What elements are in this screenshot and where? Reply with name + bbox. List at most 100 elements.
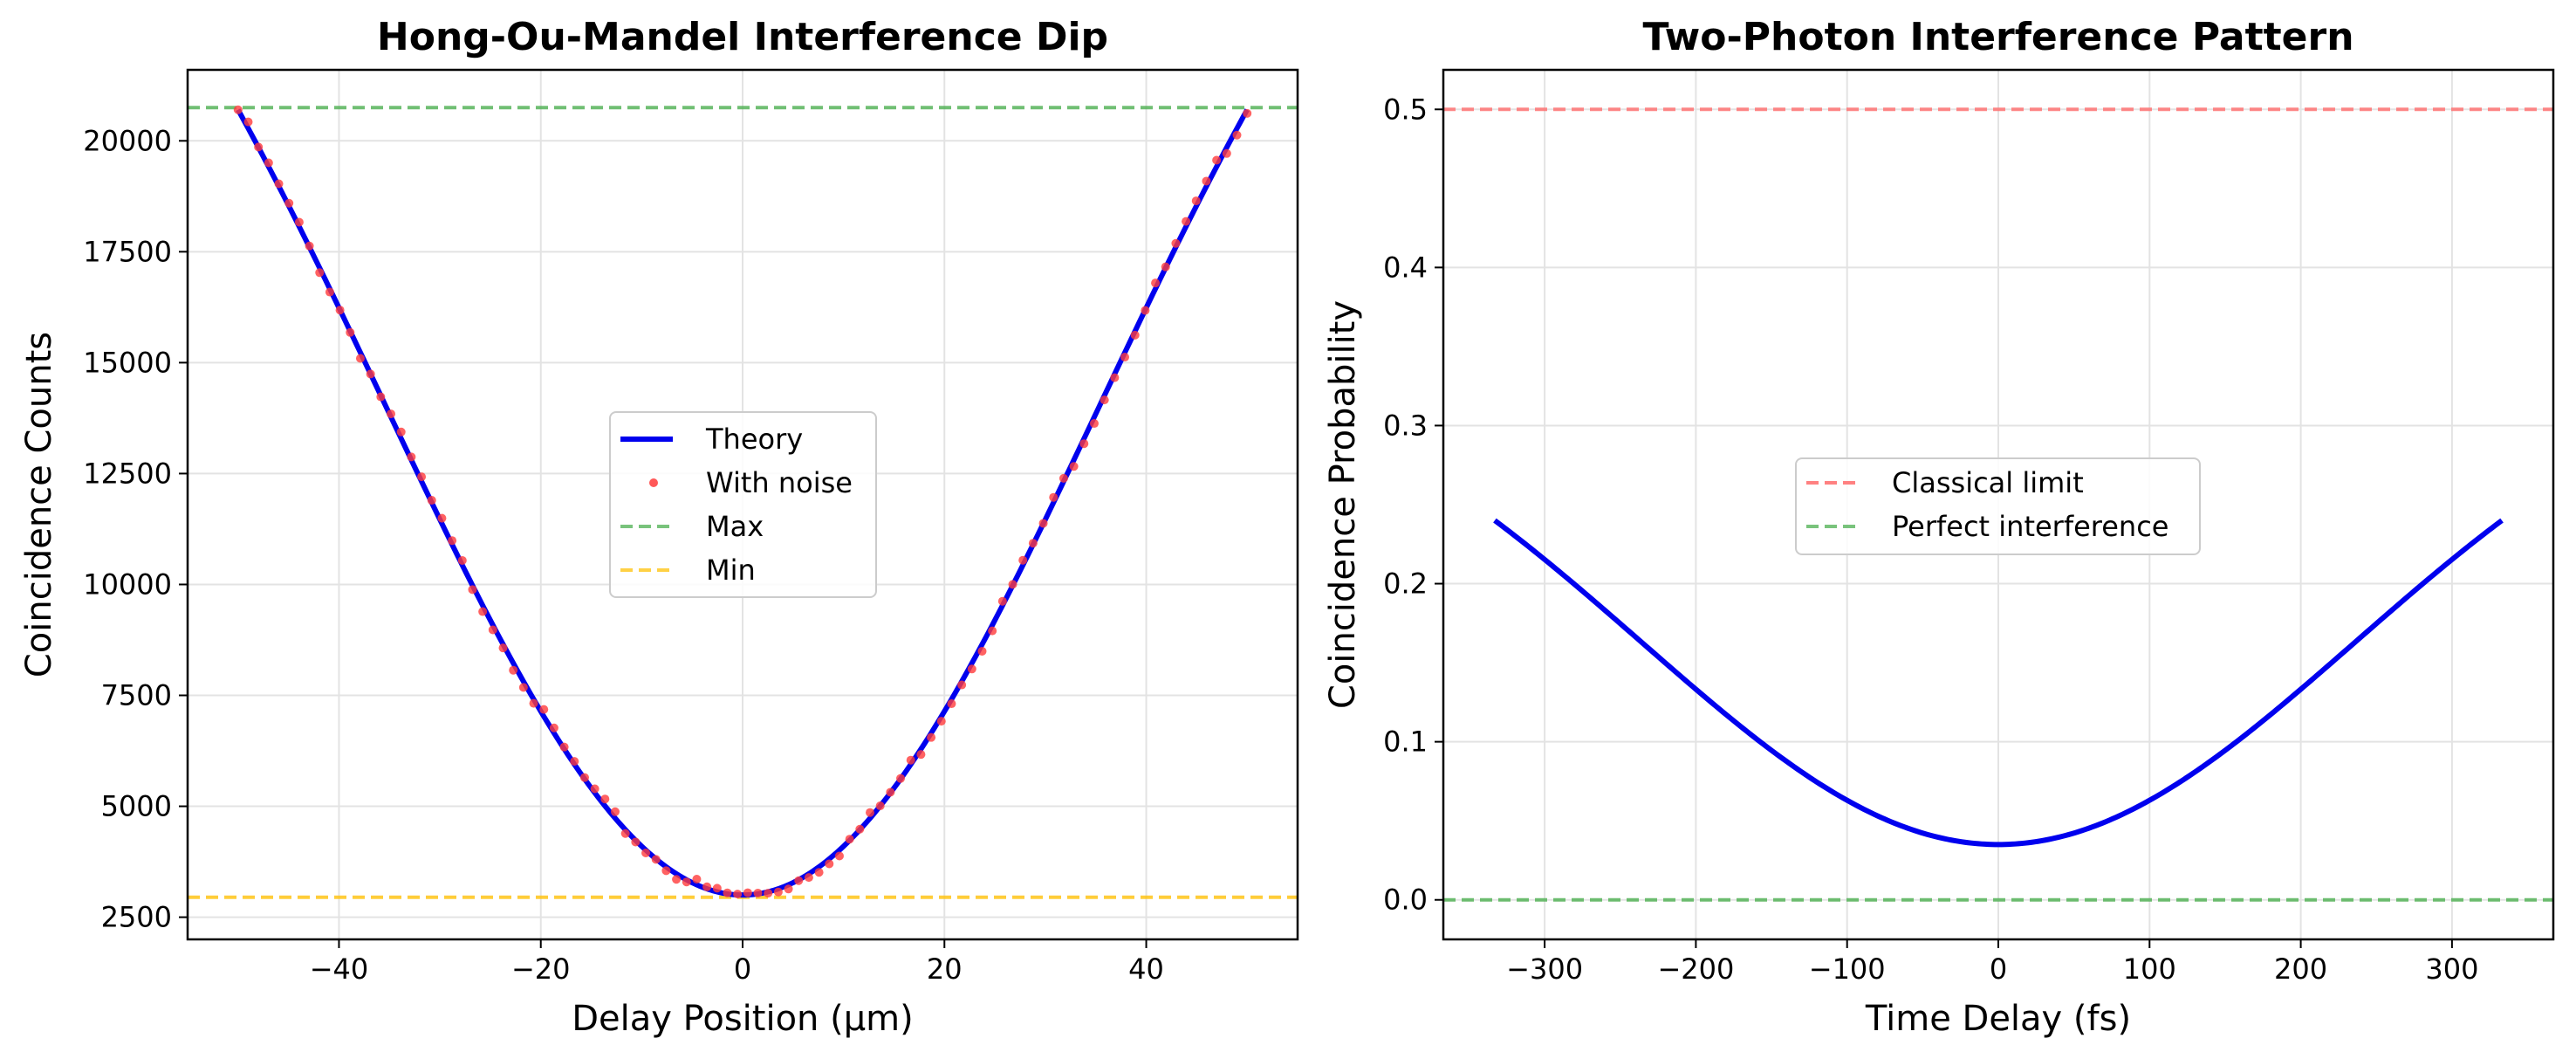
noise-point bbox=[1191, 196, 1201, 206]
l-y-tick-label: 15000 bbox=[83, 346, 172, 379]
left-legend-box bbox=[609, 411, 877, 598]
noise-point bbox=[1120, 353, 1130, 362]
l-x-tick-label: 20 bbox=[927, 952, 963, 986]
hom-dip-chart: −40 −20 0 20 40 2500 5000 7500 10000 12500 15000 1… bbox=[19, 15, 1299, 1039]
l-y-tick-label: 20000 bbox=[83, 124, 172, 157]
noise-point bbox=[396, 427, 406, 437]
noise-point bbox=[631, 837, 641, 847]
l-y-tick-label: 5000 bbox=[101, 790, 172, 823]
noise-point bbox=[1038, 519, 1048, 528]
r-x-tick-label: −200 bbox=[1657, 952, 1734, 986]
noise-point bbox=[672, 875, 682, 884]
right-chart-title: Two-Photon Interference Pattern bbox=[1642, 15, 2353, 59]
noise-point bbox=[488, 625, 497, 635]
noise-point bbox=[814, 868, 824, 877]
left-x-ticks: −40 −20 0 20 40 bbox=[310, 939, 1164, 986]
noise-point bbox=[549, 723, 558, 732]
noise-point bbox=[448, 536, 457, 546]
right-x-ticks: −300 −200 −100 0 100 200 300 bbox=[1506, 939, 2478, 986]
legend-noise-label: With noise bbox=[706, 466, 853, 499]
noise-point bbox=[1141, 306, 1150, 315]
r-x-tick-label: 200 bbox=[2274, 952, 2327, 986]
noise-point bbox=[1079, 439, 1089, 449]
noise-point bbox=[1202, 176, 1211, 186]
noise-point bbox=[509, 665, 518, 675]
noise-point bbox=[1151, 278, 1161, 288]
noise-point bbox=[651, 855, 661, 864]
theory-line bbox=[236, 108, 1250, 898]
l-x-tick-label: 40 bbox=[1128, 952, 1164, 986]
noise-point bbox=[407, 452, 416, 462]
left-legend: Theory With noise Max Min bbox=[609, 411, 877, 598]
r-x-tick-label: 300 bbox=[2425, 952, 2478, 986]
r-x-tick-label: −100 bbox=[1809, 952, 1886, 986]
noise-point bbox=[468, 585, 477, 595]
r-y-tick-label: 0.4 bbox=[1383, 251, 1428, 284]
left-y-axis-label: Coincidence Counts bbox=[19, 332, 59, 677]
noise-point bbox=[1100, 395, 1109, 405]
noise-point bbox=[743, 888, 752, 897]
noise-point bbox=[896, 774, 906, 783]
noise-point bbox=[1243, 108, 1252, 118]
l-y-tick-label: 17500 bbox=[83, 235, 172, 268]
noise-point bbox=[712, 884, 722, 893]
noise-point bbox=[682, 877, 691, 887]
noise-point bbox=[294, 217, 304, 227]
noise-point bbox=[1161, 262, 1170, 272]
l-y-tick-label: 12500 bbox=[83, 457, 172, 490]
noise-point bbox=[1110, 373, 1120, 382]
noise-point bbox=[764, 889, 773, 898]
noise-point bbox=[600, 794, 610, 804]
r-x-tick-label: −300 bbox=[1506, 952, 1583, 986]
noise-point bbox=[457, 555, 467, 565]
noise-point bbox=[804, 873, 813, 883]
noise-point bbox=[274, 179, 284, 189]
right-x-axis-label: Time Delay (fs) bbox=[1865, 999, 2131, 1039]
noise-point bbox=[967, 664, 976, 674]
noise-point bbox=[886, 787, 895, 797]
noise-point bbox=[1089, 419, 1099, 429]
noise-point bbox=[417, 472, 427, 482]
r-y-tick-label: 0.3 bbox=[1383, 409, 1428, 442]
noise-point bbox=[590, 784, 599, 794]
noise-point bbox=[723, 888, 732, 897]
legend-max-label: Max bbox=[706, 510, 764, 543]
noise-point bbox=[315, 268, 325, 278]
noise-point bbox=[661, 866, 671, 876]
noise-point bbox=[1130, 330, 1140, 340]
right-y-axis-label: Coincidence Probability bbox=[1323, 300, 1363, 709]
noise-point bbox=[957, 680, 967, 690]
noise-point bbox=[733, 890, 743, 899]
noise-point bbox=[1028, 539, 1038, 548]
noise-point bbox=[305, 241, 314, 251]
legend-classical-label: Classical limit bbox=[1892, 466, 2084, 499]
noise-point bbox=[243, 117, 253, 127]
l-y-tick-label: 7500 bbox=[101, 679, 172, 712]
noise-point bbox=[1182, 217, 1191, 226]
noise-point bbox=[1018, 555, 1028, 565]
noise-point bbox=[1212, 155, 1222, 165]
noise-point bbox=[620, 829, 630, 838]
noise-point bbox=[845, 835, 854, 844]
noise-point bbox=[692, 875, 702, 884]
r-y-tick-label: 0.1 bbox=[1383, 725, 1428, 759]
r-y-tick-label: 0.2 bbox=[1383, 567, 1428, 601]
noise-point bbox=[927, 732, 936, 742]
noise-point bbox=[855, 824, 865, 834]
noise-point bbox=[702, 882, 712, 891]
noise-point bbox=[936, 717, 946, 726]
right-reference-lines bbox=[1443, 107, 2553, 902]
noise-point bbox=[539, 705, 549, 714]
noise-point bbox=[610, 807, 620, 816]
noise-point bbox=[1069, 462, 1079, 471]
noise-point bbox=[529, 698, 538, 708]
noise-point bbox=[825, 859, 834, 869]
l-x-tick-label: −40 bbox=[310, 952, 369, 986]
noise-point bbox=[753, 888, 763, 897]
noise-point bbox=[641, 849, 651, 858]
noise-point bbox=[1049, 492, 1058, 502]
noise-point bbox=[916, 750, 926, 760]
noise-point bbox=[1222, 148, 1231, 158]
left-y-ticks: 2500 5000 7500 10000 12500 15000 17500 20000 bbox=[83, 124, 188, 934]
